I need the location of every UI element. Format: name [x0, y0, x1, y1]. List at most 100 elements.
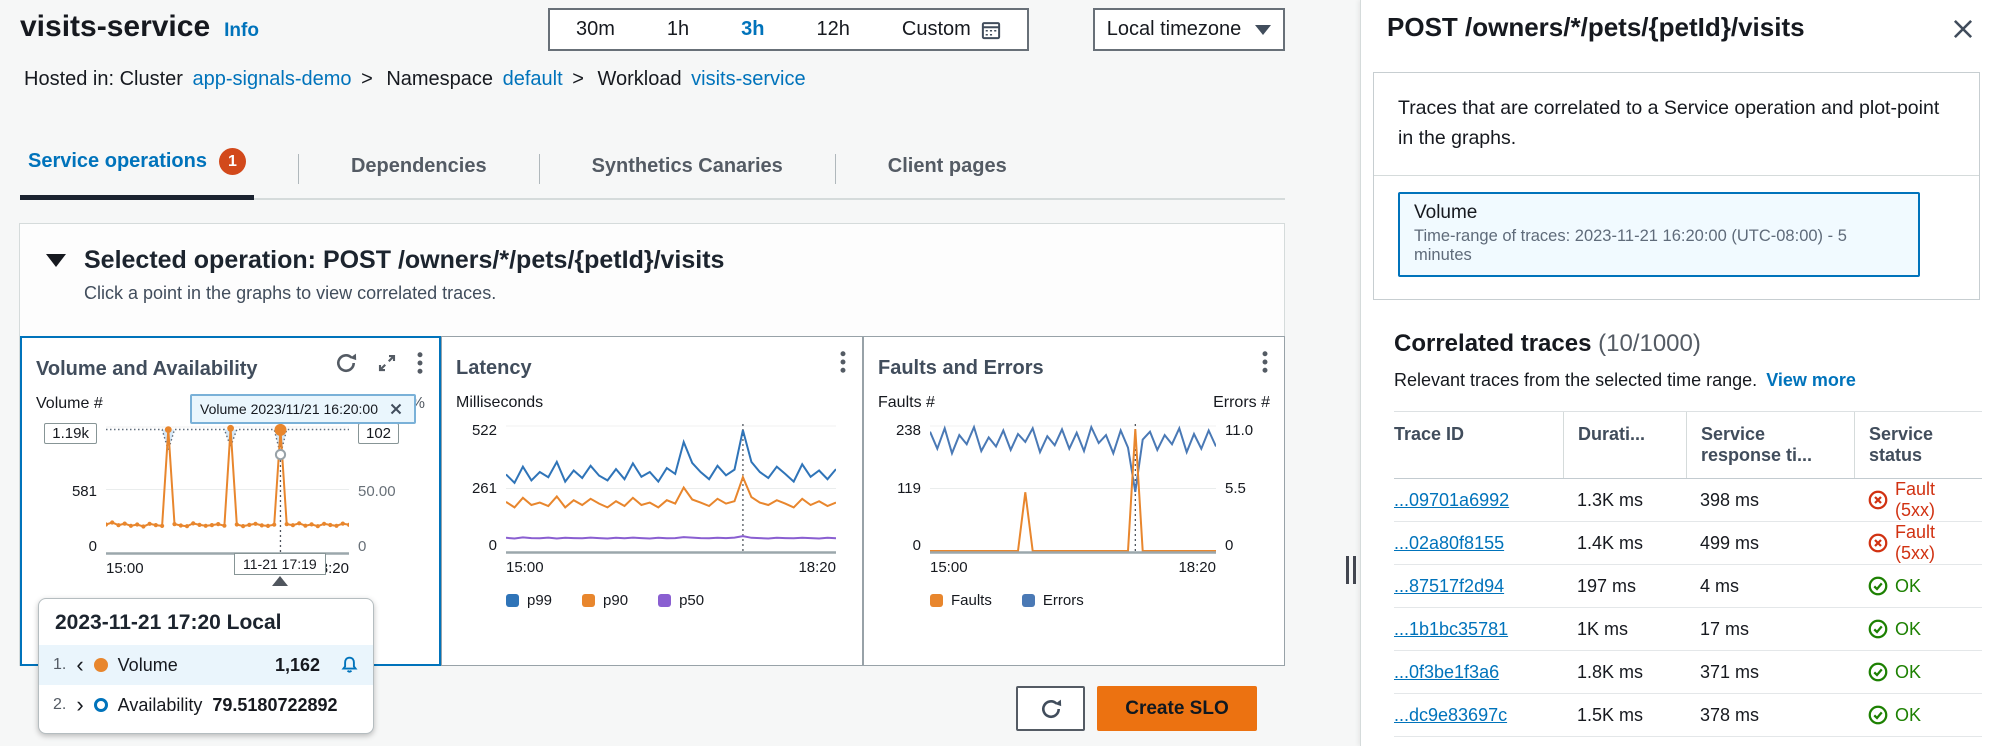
status-badge: Fault (5xx): [1854, 522, 1982, 564]
time-range-1h[interactable]: 1h: [641, 10, 715, 49]
response-time-value: 398 ms: [1700, 489, 1760, 510]
tab-label: Dependencies: [350, 155, 487, 177]
trace-id-link[interactable]: ...02a80f8155: [1394, 532, 1505, 553]
ok-icon: [1868, 662, 1888, 682]
info-link[interactable]: Info: [224, 20, 259, 41]
panel-resize-handle[interactable]: [1346, 556, 1356, 584]
tooltip-row-volume[interactable]: 1. ‹ Volume 1,162: [39, 645, 373, 685]
breadcrumb-namespace-link[interactable]: default: [502, 68, 563, 90]
kebab-menu-icon[interactable]: [415, 350, 425, 376]
trace-id-link[interactable]: ...0f3be1f3a6: [1394, 661, 1500, 682]
legend-item-p50[interactable]: p50: [658, 592, 704, 609]
y-max-box[interactable]: 1.19k: [44, 423, 97, 444]
y-axis-left-label: Faults #: [878, 394, 935, 411]
correlated-traces-section: Correlated traces (10/1000) Relevant tra…: [1394, 330, 1980, 391]
trace-id-link[interactable]: ...87517f2d94: [1394, 575, 1505, 596]
panel-description: Traces that are correlated to a Service …: [1398, 97, 1940, 150]
page-title: visits-service: [20, 10, 211, 43]
correlated-traces-heading: Correlated traces: [1394, 330, 1592, 358]
status-text: Fault (5xx): [1895, 522, 1936, 564]
selected-metric-box[interactable]: Volume Time-range of traces: 2023-11-21 …: [1398, 192, 1920, 278]
y-axis-left-ticks: 238 119 0: [878, 422, 930, 554]
time-range-12h[interactable]: 12h: [791, 10, 876, 49]
y-tick: 238: [895, 422, 921, 439]
close-icon[interactable]: [1946, 12, 1980, 46]
time-range-3h[interactable]: 3h: [715, 10, 790, 49]
tab-bar: Service operations 1 Dependencies Synthe…: [20, 142, 1285, 200]
workload-label: Workload: [597, 68, 682, 90]
tooltip-row-availability[interactable]: 2. › Availability 79.5180722892: [39, 685, 373, 725]
custom-label: Custom: [901, 18, 971, 40]
chart-title: Latency: [456, 357, 532, 379]
legend-item-faults[interactable]: Faults: [930, 592, 992, 609]
column-trace-id: Trace ID: [1394, 424, 1465, 445]
trace-id-link[interactable]: ...1b1bc35781: [1394, 618, 1509, 639]
legend-item-p90[interactable]: p90: [582, 592, 628, 609]
y-tick: 0: [912, 537, 921, 554]
duration-value: 1.3K ms: [1577, 489, 1644, 510]
status-badge: OK: [1854, 576, 1982, 597]
legend-label: p50: [679, 592, 705, 609]
create-slo-button[interactable]: Create SLO: [1097, 686, 1257, 731]
alarm-bell-icon[interactable]: [340, 655, 359, 675]
calendar-icon: [981, 20, 1001, 40]
selected-operation-header: Selected operation: POST /owners/*/pets/…: [20, 224, 1284, 304]
column-duration: Durati...: [1563, 412, 1686, 479]
legend-item-errors[interactable]: Errors: [1021, 592, 1084, 609]
namespace-label: Namespace: [386, 68, 494, 90]
duration-value: 197 ms: [1577, 575, 1637, 596]
timezone-dropdown[interactable]: Local timezone: [1093, 8, 1285, 51]
response-time-value: 378 ms: [1700, 704, 1760, 725]
y-axis-left-label: Milliseconds: [456, 394, 544, 411]
time-range-30m[interactable]: 30m: [550, 10, 641, 49]
chip-label: Volume 2023/11/21 16:20:00: [200, 401, 379, 417]
legend-label: p90: [603, 592, 629, 609]
x-tick-end: 18:20: [1178, 559, 1216, 576]
refresh-button[interactable]: [1016, 686, 1085, 731]
tab-service-operations[interactable]: Service operations 1: [20, 142, 254, 200]
status-text: OK: [1895, 575, 1922, 596]
y-tick: 0: [488, 537, 497, 554]
refresh-icon[interactable]: [333, 350, 359, 376]
expander-caret-icon[interactable]: [46, 254, 66, 267]
legend-item-p99[interactable]: p99: [506, 592, 552, 609]
y-tick: 522: [471, 422, 497, 439]
trace-id-link[interactable]: ...dc9e83697c: [1394, 704, 1508, 725]
breadcrumb-cluster-link[interactable]: app-signals-demo: [192, 68, 352, 90]
expand-icon[interactable]: [375, 351, 399, 375]
response-time-value: 17 ms: [1700, 618, 1750, 639]
volume-availability-plot[interactable]: [103, 423, 352, 555]
y-axis-left-label: Volume #: [36, 395, 103, 412]
traces-panel: POST /owners/*/pets/{petId}/visits Trace…: [1360, 0, 2000, 746]
status-badge: OK: [1854, 619, 1982, 640]
breadcrumb: Hosted in: Cluster app-signals-demo > Na…: [20, 68, 806, 91]
latency-plot[interactable]: [505, 422, 837, 554]
trace-id-link[interactable]: ...09701a6992: [1394, 489, 1510, 510]
tab-synthetics-canaries[interactable]: Synthetics Canaries: [584, 149, 791, 198]
main-content: visits-service Info 30m 1h 3h 12h Custom…: [0, 0, 1360, 746]
chevron-right-icon[interactable]: ›: [76, 692, 84, 717]
response-time-value: 4 ms: [1700, 575, 1740, 596]
selected-metric-timerange: Time-range of traces: 2023-11-21 16:20:0…: [1414, 227, 1847, 265]
kebab-menu-icon[interactable]: [1260, 349, 1270, 375]
view-more-link[interactable]: View more: [1766, 370, 1856, 391]
breadcrumb-workload-link[interactable]: visits-service: [691, 68, 806, 90]
legend-swatch: [658, 594, 672, 607]
column-response-time: Service response ti...: [1686, 412, 1854, 479]
status-text: OK: [1895, 618, 1922, 639]
y-max-box[interactable]: 102: [358, 423, 400, 444]
faults-errors-plot[interactable]: [929, 422, 1217, 554]
legend-label: Faults: [951, 592, 992, 609]
table-row: ...0f3be1f3a6 1.8K ms 371 ms OK: [1394, 651, 1982, 695]
chip-close-icon[interactable]: [386, 399, 406, 419]
time-range-custom[interactable]: Custom: [876, 10, 1027, 49]
y-tick: 581: [71, 482, 97, 500]
x-tick-start: 15:00: [930, 559, 968, 576]
tab-label: Service operations: [28, 150, 207, 172]
y-tick: 5.5: [1225, 479, 1246, 497]
kebab-menu-icon[interactable]: [838, 349, 848, 375]
tab-dependencies[interactable]: Dependencies: [343, 149, 495, 198]
chevron-left-icon[interactable]: ‹: [76, 652, 84, 677]
tab-client-pages[interactable]: Client pages: [880, 149, 1015, 198]
series-label: Availability: [117, 694, 203, 715]
